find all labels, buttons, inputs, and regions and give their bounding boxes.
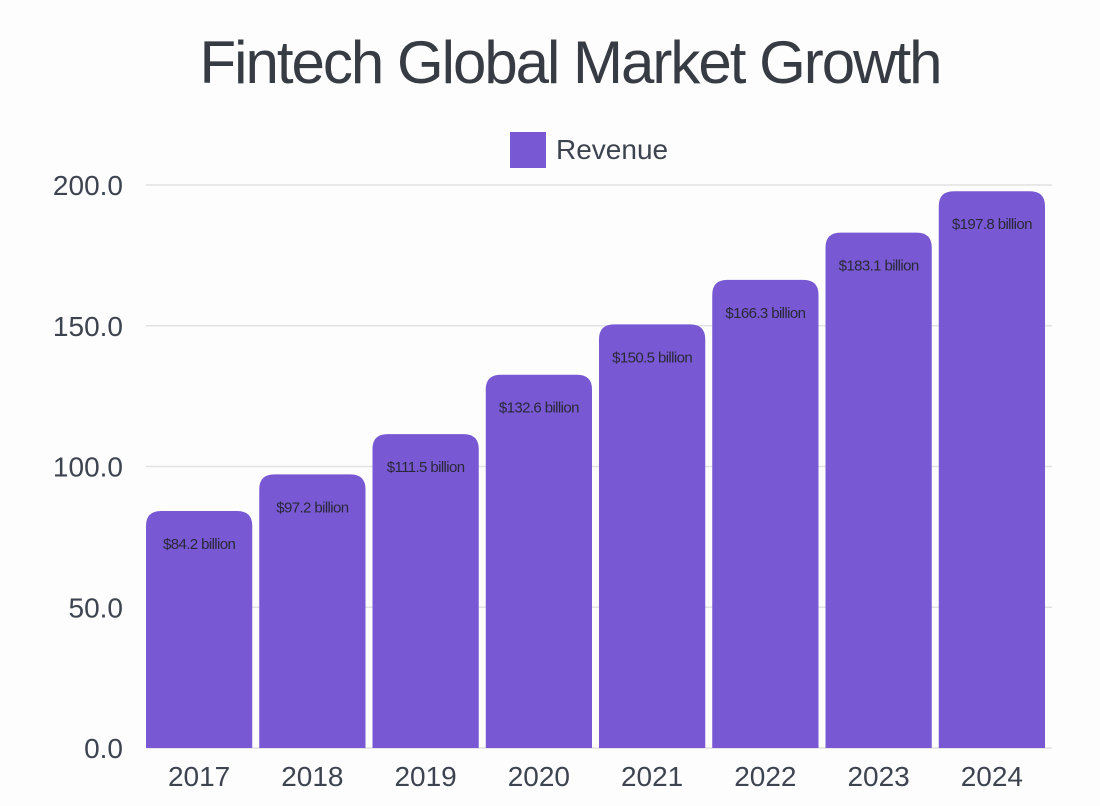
x-tick-label: 2024 — [961, 761, 1023, 792]
legend-swatch-revenue — [510, 132, 546, 168]
legend: Revenue — [510, 132, 668, 168]
bar-2017 — [146, 510, 253, 748]
data-label-2024: $197.8 billion — [952, 216, 1032, 233]
x-tick-label: 2017 — [168, 761, 230, 792]
y-tick-label: 50.0 — [69, 592, 124, 623]
x-tick-label: 2019 — [394, 761, 456, 792]
data-label-2022: $166.3 billion — [725, 305, 805, 322]
y-tick-label: 150.0 — [53, 311, 123, 342]
data-label-2023: $183.1 billion — [839, 258, 919, 275]
x-tick-label: 2023 — [847, 761, 909, 792]
x-tick-label: 2022 — [734, 761, 796, 792]
y-tick-label: 100.0 — [53, 452, 123, 483]
data-label-2020: $132.6 billion — [499, 400, 579, 417]
chart-title: Fintech Global Market Growth — [199, 29, 943, 96]
data-label-2021: $150.5 billion — [612, 349, 692, 366]
y-tick-label: 0.0 — [84, 733, 123, 764]
legend-label-revenue: Revenue — [556, 134, 669, 165]
bar-2023 — [825, 232, 932, 749]
data-label-2018: $97.2 billion — [276, 499, 349, 516]
bar-2020 — [485, 374, 592, 748]
x-tick-label: 2018 — [281, 761, 343, 792]
bar-2024 — [938, 191, 1045, 748]
bar-2019 — [372, 434, 479, 748]
data-label-2019: $111.5 billion — [387, 459, 465, 476]
y-tick-label: 200.0 — [53, 170, 123, 201]
bar-2022 — [712, 279, 819, 748]
bar-2018 — [259, 474, 366, 748]
data-label-2017: $84.2 billion — [163, 536, 236, 553]
x-tick-label: 2020 — [508, 761, 570, 792]
bar-2021 — [599, 324, 706, 748]
x-tick-label: 2021 — [621, 761, 683, 792]
